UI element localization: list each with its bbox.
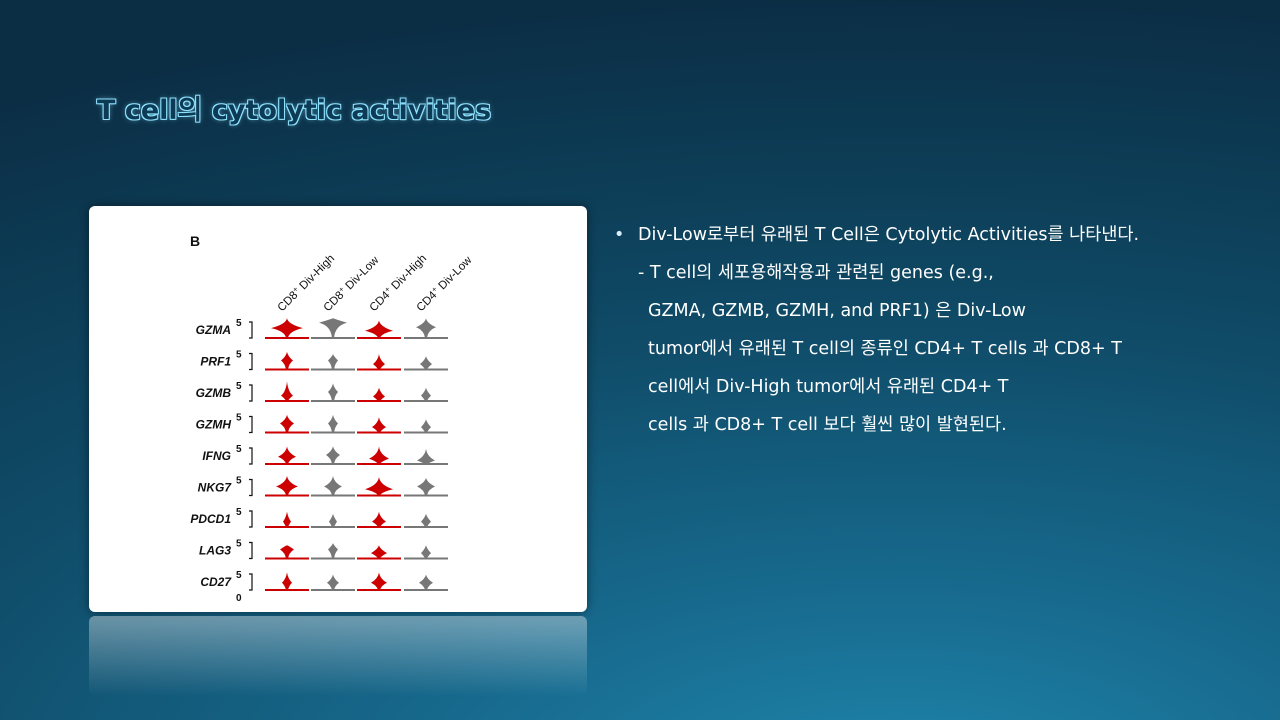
sub-line-5: cells 과 CD8+ T cell 보다 훨씬 많이 발현된다. bbox=[648, 415, 1007, 435]
violin-shape bbox=[365, 320, 393, 338]
gene-label: PRF1 bbox=[200, 355, 231, 369]
scale-top-label: 5 bbox=[236, 350, 242, 361]
sub-line-2: GZMA, GZMB, GZMH, and PRF1) 은 Div-Low bbox=[648, 301, 1026, 321]
gene-label: NKG7 bbox=[198, 481, 233, 495]
violin-shape bbox=[328, 354, 338, 370]
violin-shape bbox=[416, 318, 436, 338]
violin-shape bbox=[280, 545, 294, 559]
scale-top-label: 5 bbox=[236, 539, 242, 550]
violin-shape bbox=[326, 446, 340, 464]
violin-shape bbox=[328, 543, 338, 559]
scale-bracket bbox=[249, 510, 253, 528]
violin-shape bbox=[419, 574, 433, 590]
scale-top-label: 5 bbox=[236, 476, 242, 487]
bullet-dot-icon: • bbox=[614, 225, 625, 245]
violin-shape bbox=[280, 414, 294, 433]
scale-bracket bbox=[249, 541, 253, 560]
gene-label: PDCD1 bbox=[190, 512, 231, 526]
violin-shape bbox=[417, 477, 435, 496]
scale-bracket bbox=[249, 415, 253, 434]
violin-shape bbox=[421, 513, 431, 527]
bullet-item: • Div-Low로부터 유래된 T Cell은 Cytolytic Activ… bbox=[614, 216, 1254, 254]
slide-title: T cell의 cytolytic activities bbox=[97, 95, 492, 126]
gene-label: IFNG bbox=[202, 449, 231, 463]
violin-shape bbox=[371, 572, 387, 590]
violin-shape bbox=[282, 572, 292, 590]
violin-shape bbox=[421, 545, 431, 559]
violin-shape bbox=[327, 574, 339, 590]
violin-shape bbox=[328, 414, 338, 433]
scale-top-label: 5 bbox=[236, 318, 242, 329]
violin-shape bbox=[329, 513, 337, 527]
violin-shape bbox=[373, 354, 385, 370]
violin-shape bbox=[328, 383, 338, 401]
violin-shape bbox=[276, 475, 298, 496]
figure-reflection bbox=[89, 616, 587, 696]
scale-bracket bbox=[249, 384, 253, 402]
scale-bracket bbox=[249, 321, 253, 339]
violin-shape bbox=[281, 381, 293, 401]
scale-bracket bbox=[249, 573, 253, 591]
scale-top-label: 5 bbox=[236, 570, 242, 581]
scale-top-label: 5 bbox=[236, 413, 242, 424]
violin-shape bbox=[372, 417, 386, 433]
violin-shape bbox=[369, 446, 389, 464]
bullet-list: • Div-Low로부터 유래된 T Cell은 Cytolytic Activ… bbox=[614, 216, 1254, 444]
gene-label: CD27 bbox=[200, 575, 232, 589]
violin-shape bbox=[283, 511, 291, 527]
scale-bottom-label: 0 bbox=[236, 593, 242, 604]
violin-shape bbox=[372, 511, 386, 527]
sub-line-4: cell에서 Div-High tumor에서 유래된 CD4+ T bbox=[648, 377, 1009, 397]
sub-line-3: tumor에서 유래된 T cell의 종류인 CD4+ T cells 과 C… bbox=[648, 339, 1122, 359]
bullet-sub-text: - T cell의 세포용해작용과 관련된 genes (e.g., GZMA,… bbox=[614, 254, 1254, 444]
violin-shape bbox=[420, 356, 432, 370]
scale-top-label: 5 bbox=[236, 444, 242, 455]
sub-line-1: - T cell의 세포용해작용과 관련된 genes (e.g., bbox=[638, 263, 994, 283]
violin-shape bbox=[365, 476, 393, 496]
violin-figure: B CD8+ Div-High CD8+ Div-Low CD4+ Div-High… bbox=[89, 206, 587, 612]
scale-bracket bbox=[249, 352, 253, 371]
gene-label: GZMH bbox=[196, 418, 232, 432]
gene-label: GZMB bbox=[196, 386, 232, 400]
scale-top-label: 5 bbox=[236, 381, 242, 392]
gene-label: LAG3 bbox=[199, 544, 231, 558]
violin-shape bbox=[421, 387, 431, 401]
violin-shape bbox=[324, 475, 342, 496]
violin-shape bbox=[281, 351, 293, 370]
scale-bracket bbox=[249, 447, 253, 465]
violin-shape bbox=[278, 446, 296, 464]
violin-shape bbox=[271, 318, 303, 338]
scale-top-label: 5 bbox=[236, 507, 242, 518]
gene-label: GZMA bbox=[196, 323, 231, 337]
violin-shape bbox=[319, 318, 347, 338]
violin-shape bbox=[421, 419, 431, 433]
violin-shape bbox=[371, 545, 387, 559]
violin-shape bbox=[417, 448, 435, 464]
bullet-main-text: Div-Low로부터 유래된 T Cell은 Cytolytic Activit… bbox=[638, 225, 1140, 245]
scale-bracket bbox=[249, 478, 253, 497]
violin-shape bbox=[373, 387, 385, 401]
panel-label: B bbox=[190, 233, 200, 249]
